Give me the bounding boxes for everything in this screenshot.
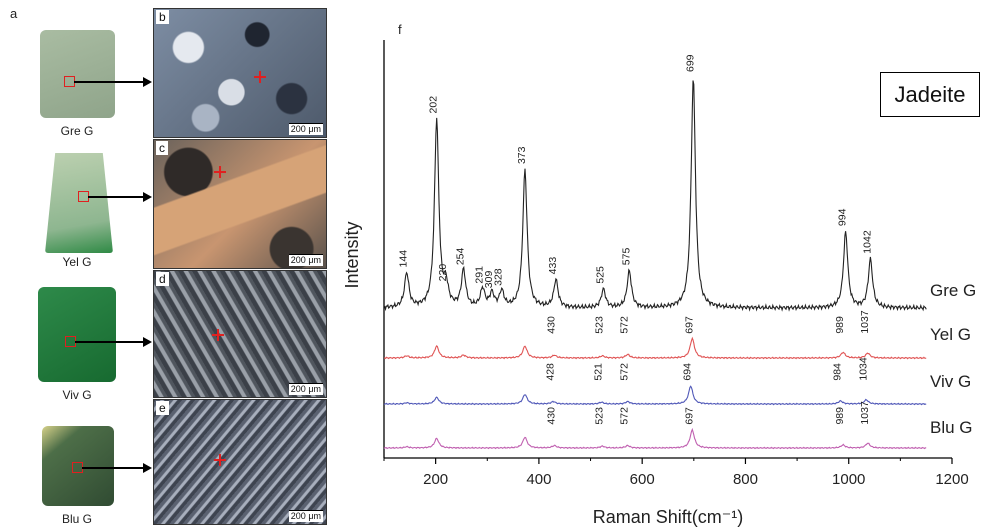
micrograph-letter: d: [156, 272, 169, 286]
peak-label: 433: [547, 257, 559, 275]
arrow-head: [143, 77, 152, 87]
micrograph-letter: e: [156, 401, 169, 415]
series-name-label: Gre G: [930, 281, 976, 300]
peak-label: 202: [428, 96, 440, 114]
crosshair-marker: [254, 71, 266, 83]
peak-label: 697: [683, 407, 695, 425]
x-tick-label: 200: [423, 471, 448, 488]
peak-label: 994: [837, 208, 849, 226]
panel-a-letter: a: [10, 6, 18, 21]
x-tick-label: 1000: [832, 471, 865, 488]
peak-label: 525: [595, 266, 607, 284]
peak-label: 572: [619, 407, 631, 425]
peak-label: 523: [593, 316, 605, 334]
x-axis-label: Raman Shift(cm⁻¹): [593, 507, 744, 527]
crosshair-marker: [212, 329, 224, 341]
x-tick-label: 1200: [935, 471, 968, 488]
peak-label: 1037: [859, 401, 871, 425]
specimen-blu-g: [42, 426, 114, 506]
arrow-head: [143, 463, 152, 473]
peak-label: 220: [437, 264, 449, 282]
arrow-head: [143, 192, 152, 202]
micrograph-e: e 200 μm: [153, 399, 327, 525]
series-name-label: Yel G: [930, 325, 971, 344]
sample-label: Gre G: [60, 124, 94, 138]
arrow: [82, 467, 144, 469]
x-tick-label: 800: [733, 471, 758, 488]
peak-label: 1042: [861, 230, 873, 254]
specimen-gre-g: [40, 30, 115, 118]
micrograph-b: b 200 μm: [153, 8, 327, 138]
peak-label: 694: [682, 363, 694, 381]
peak-label: 291: [474, 266, 486, 284]
series-line-3: [383, 427, 927, 450]
crosshair-marker: [214, 166, 226, 178]
peak-label: 144: [398, 250, 410, 268]
legend-box: Jadeite: [880, 72, 980, 117]
scale-bar: 200 μm: [288, 510, 323, 522]
series-name-label: Viv G: [930, 372, 971, 391]
specimen-yel-g: [45, 153, 113, 253]
scale-bar: 200 μm: [288, 123, 323, 135]
peak-label: 699: [684, 54, 696, 72]
sample-label: Blu G: [61, 512, 92, 526]
micrograph-letter: b: [156, 10, 169, 24]
series-line-2: [383, 385, 927, 406]
series-line-1: [384, 336, 927, 360]
peak-label: 697: [683, 316, 695, 334]
series-line-0: [383, 80, 927, 312]
peak-label: 523: [593, 407, 605, 425]
peak-label: 989: [834, 316, 846, 334]
x-tick-label: 400: [526, 471, 551, 488]
y-axis-label: Intensity: [342, 221, 362, 288]
peak-label: 572: [619, 316, 631, 334]
arrow: [75, 341, 144, 343]
peak-label: 984: [832, 363, 844, 381]
sample-label: Viv G: [62, 388, 92, 402]
peak-label: 430: [545, 316, 557, 334]
crosshair-marker: [214, 454, 226, 466]
peak-label: 373: [516, 146, 528, 164]
peak-label: 989: [834, 407, 846, 425]
peak-label: 575: [620, 248, 632, 266]
micrograph-letter: c: [156, 141, 168, 155]
peak-label: 521: [592, 363, 604, 381]
specimen-viv-g: [38, 287, 116, 382]
x-tick-label: 600: [630, 471, 655, 488]
scale-bar: 200 μm: [288, 254, 323, 266]
peak-label: 428: [544, 363, 556, 381]
peak-label: 309: [483, 271, 495, 289]
sample-label: Yel G: [62, 255, 92, 269]
peak-label: 328: [493, 268, 505, 286]
panel-f-letter: f: [398, 22, 402, 37]
peak-label: 572: [619, 363, 631, 381]
series-name-label: Blu G: [930, 418, 973, 437]
arrow: [88, 196, 144, 198]
peak-label: 1034: [857, 357, 869, 381]
arrow: [74, 81, 144, 83]
scale-bar: 200 μm: [288, 383, 323, 395]
micrograph-c: c 200 μm: [153, 139, 327, 269]
micrograph-d: d 200 μm: [153, 270, 327, 398]
peak-label: 254: [455, 248, 467, 266]
arrow-head: [143, 337, 152, 347]
peak-label: 1037: [859, 310, 871, 334]
peak-label: 430: [545, 407, 557, 425]
